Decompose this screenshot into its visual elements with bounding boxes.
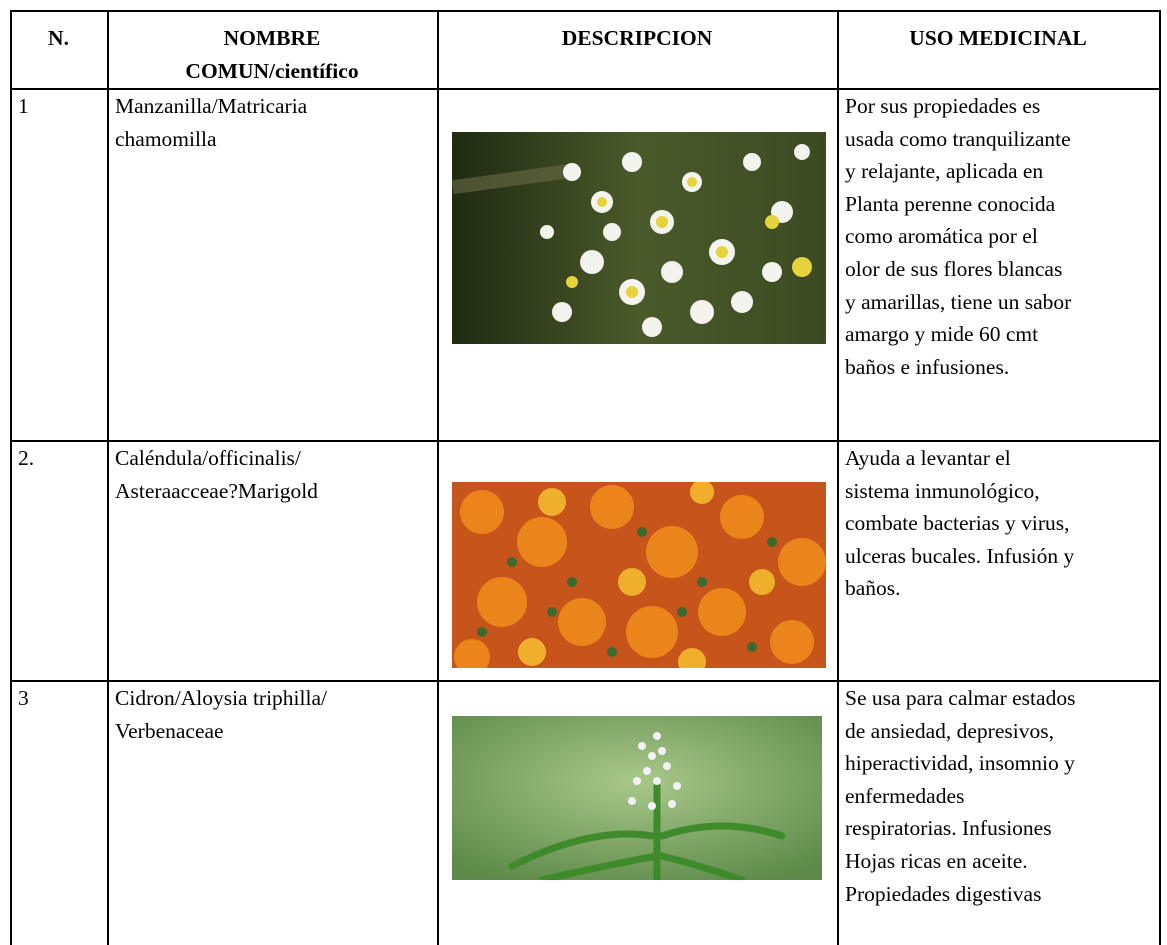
cell-text: baños. (845, 576, 901, 601)
body-cell: 2. (10, 440, 107, 475)
body-cell: Cidron/Aloysia triphilla/Verbenaceae (107, 680, 437, 747)
row-border (10, 10, 1161, 12)
cidron-photo (452, 716, 822, 880)
cell-text: Verbenaceae (115, 718, 224, 743)
cell-text: Asteraacceae?Marigold (115, 478, 318, 503)
header-cell: NOMBRE COMUN/científico (107, 10, 437, 87)
cell-text: Hojas ricas en aceite. (845, 848, 1028, 873)
cell-text: Caléndula/officinalis/ (115, 446, 301, 470)
cell-text: 2. (18, 446, 35, 470)
cell-text: USO MEDICINAL (909, 26, 1087, 50)
cell-text: hiperactividad, insomnio y (845, 751, 1075, 776)
cell-text: Se usa para calmar estados (845, 686, 1076, 710)
body-cell: Ayuda a levantar el sistema inmunológico,… (837, 440, 1159, 605)
row-border (10, 88, 1161, 90)
header-cell: DESCRIPCION (437, 10, 837, 55)
cell-text: y relajante, aplicada en (845, 159, 1044, 184)
cell-text: respiratorias. Infusiones (845, 816, 1052, 841)
cell-text: y amarillas, tiene un sabor (845, 289, 1072, 314)
cell-text: Cidron/Aloysia triphilla/ (115, 686, 327, 710)
cell-text: Por sus propiedades es (845, 94, 1041, 118)
cell-text: COMUN/científico (185, 58, 359, 83)
row-border (10, 440, 1161, 442)
cell-text: ulceras bucales. Infusión y (845, 543, 1075, 568)
body-cell: 3 (10, 680, 107, 715)
chamomile-photo (452, 132, 826, 344)
cell-text: amargo y mide 60 cmt (845, 322, 1039, 347)
cell-text: 1 (18, 94, 29, 118)
col-border (837, 10, 839, 945)
cell-text: N. (48, 26, 69, 50)
cell-text: usada como tranquilizante (845, 126, 1071, 151)
cell-text: Ayuda a levantar el (845, 446, 1011, 470)
body-cell: Por sus propiedades es usada como tranqui… (837, 88, 1159, 383)
body-cell: Manzanilla/Matricaria chamomilla (107, 88, 437, 155)
cell-text: Manzanilla/Matricaria (115, 94, 308, 118)
cell-text: combate bacterias y virus, (845, 511, 1070, 536)
calendula-photo (452, 482, 826, 668)
col-border (1159, 10, 1161, 945)
cell-text: baños e infusiones. (845, 354, 1010, 379)
cell-text: Planta perenne conocida (845, 191, 1056, 216)
cell-text: Propiedades digestivas (845, 881, 1042, 906)
cell-text: olor de sus flores blancas (845, 256, 1063, 281)
row-border (10, 680, 1161, 682)
cell-text: DESCRIPCION (561, 26, 713, 50)
cell-text: enfermedades (845, 783, 965, 808)
header-cell: N. (10, 10, 107, 55)
header-cell: USO MEDICINAL (837, 10, 1159, 55)
col-border (10, 10, 12, 945)
col-border (107, 10, 109, 945)
body-cell: Se usa para calmar estados de ansiedad, d… (837, 680, 1159, 910)
col-border (437, 10, 439, 945)
cell-text: de ansiedad, depresivos, (845, 718, 1054, 743)
cell-text: NOMBRE (223, 26, 321, 50)
cell-text: sistema inmunológico, (845, 478, 1040, 503)
cell-text: 3 (18, 686, 29, 710)
cell-text: como aromática por el (845, 224, 1038, 249)
body-cell: 1 (10, 88, 107, 123)
cell-text: chamomilla (115, 126, 217, 151)
body-cell: Caléndula/officinalis/Asteraacceae?Marig… (107, 440, 437, 507)
